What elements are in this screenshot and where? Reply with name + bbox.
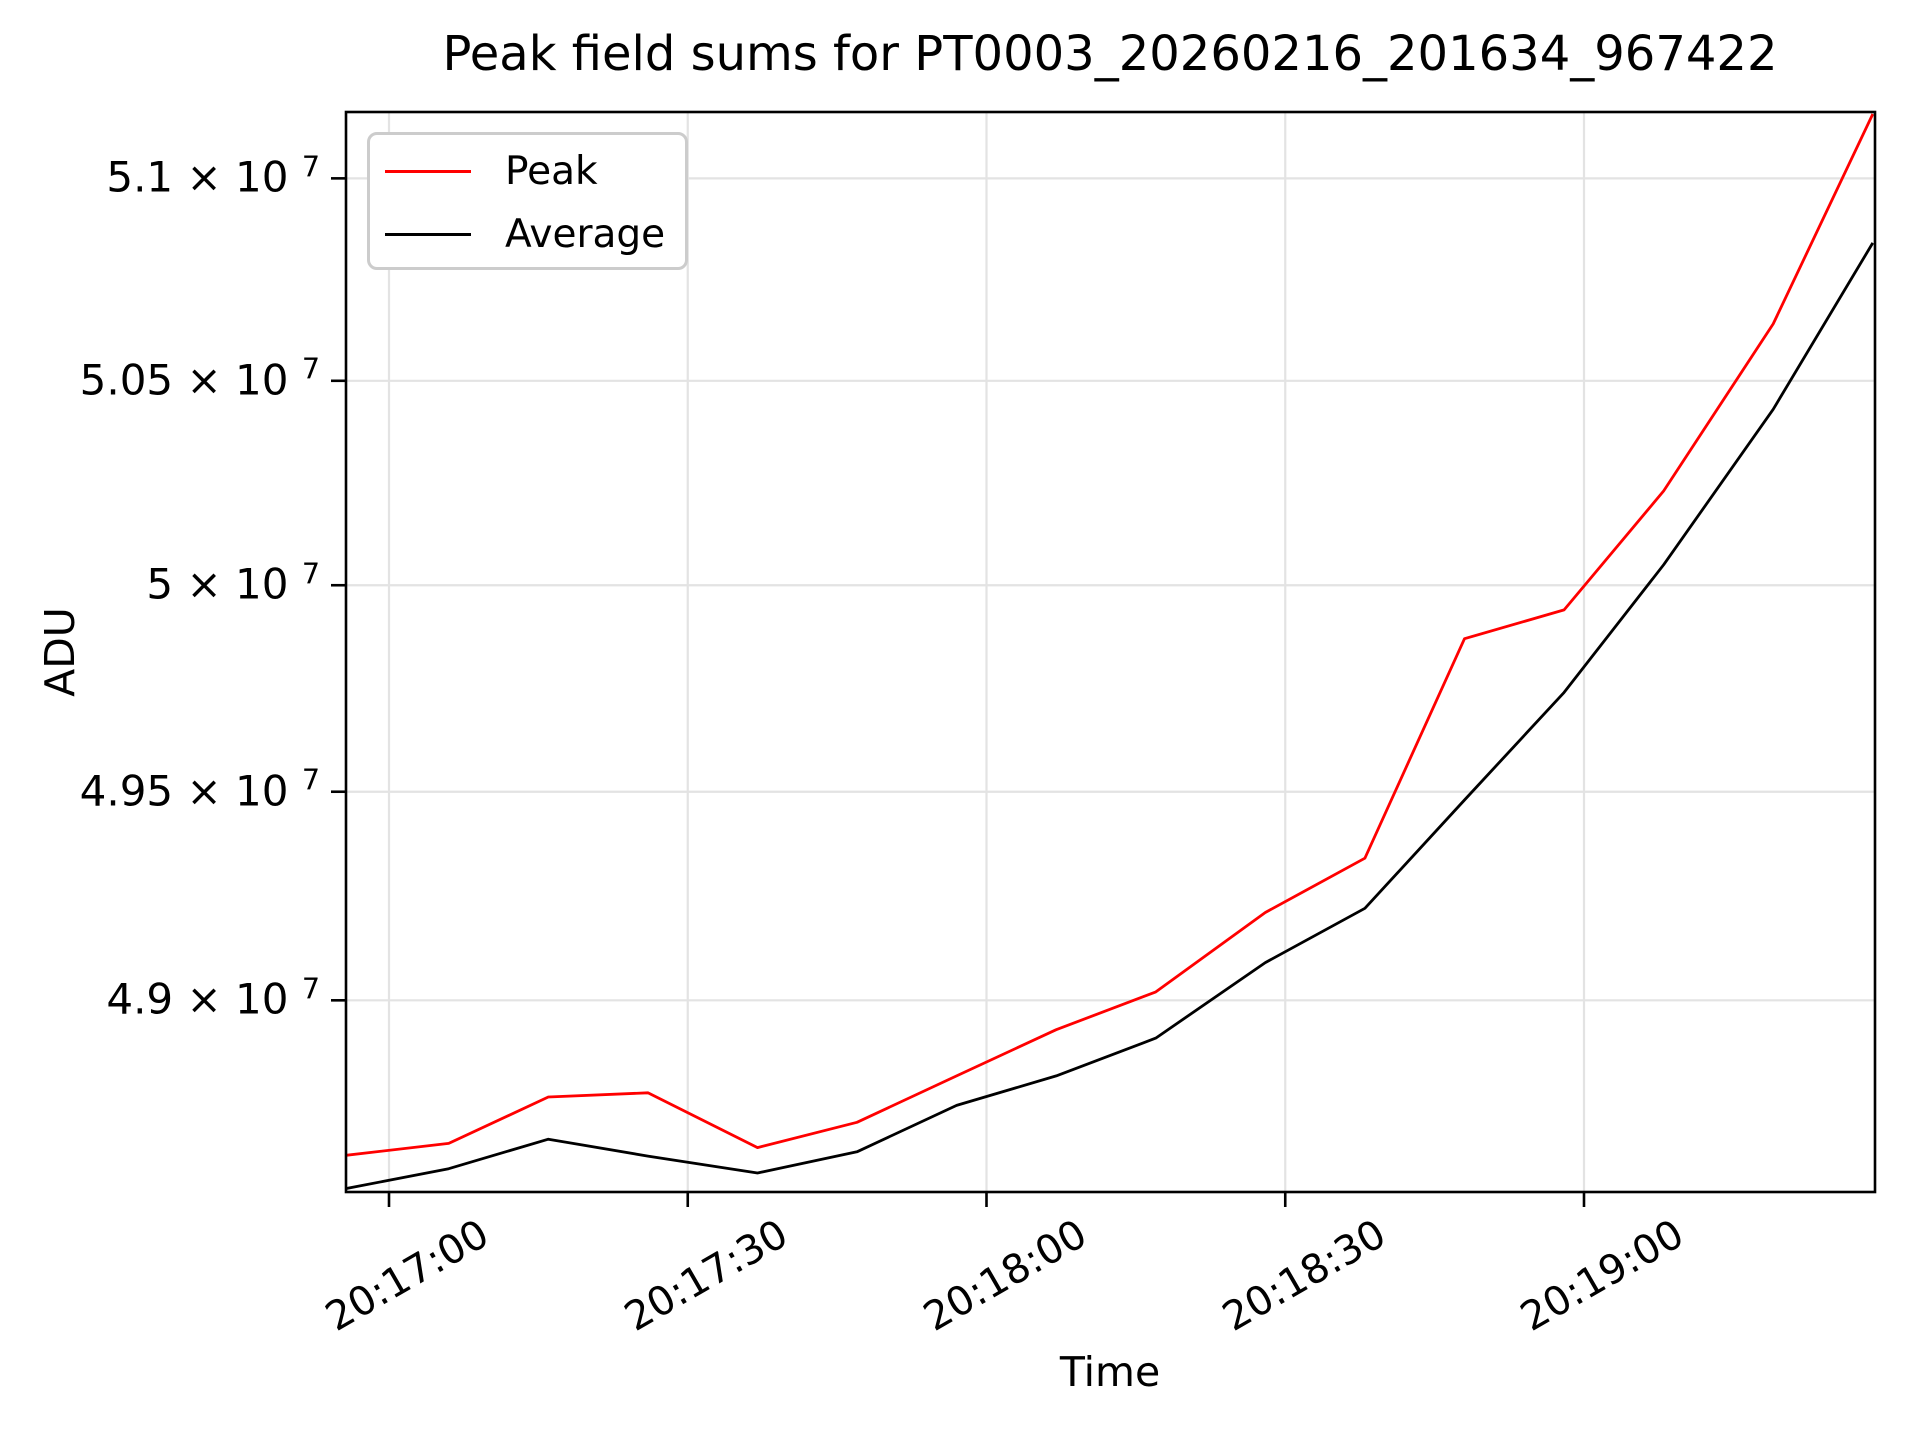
- series-group: [346, 113, 1875, 1191]
- y-tick-label: 4.9 × 10 7: [106, 971, 320, 1024]
- y-tick-label: 5 × 10 7: [146, 556, 320, 609]
- legend-entry-average: Average: [370, 203, 685, 266]
- x-axis-label: Time: [1059, 1348, 1161, 1396]
- series-line-peak: [346, 113, 1875, 1157]
- series-line-average: [346, 242, 1875, 1191]
- y-tick-label: 4.95 × 10 7: [79, 762, 320, 816]
- y-tick-label: 5.1 × 10 7: [106, 149, 320, 202]
- legend-line-sample-average: [385, 233, 471, 236]
- y-axis-label: ADU: [36, 607, 84, 697]
- legend-entry-peak: Peak: [370, 140, 685, 203]
- legend-line-sample-peak: [385, 170, 471, 173]
- legend-label-peak: Peak: [505, 149, 598, 194]
- legend: Peak Average: [367, 132, 688, 270]
- plot-border: [344, 110, 1877, 1194]
- legend-label-average: Average: [505, 212, 666, 257]
- chart-title: Peak field sums for PT0003_20260216_2016…: [442, 26, 1778, 82]
- y-tick-label: 5.05 × 10 7: [79, 351, 320, 405]
